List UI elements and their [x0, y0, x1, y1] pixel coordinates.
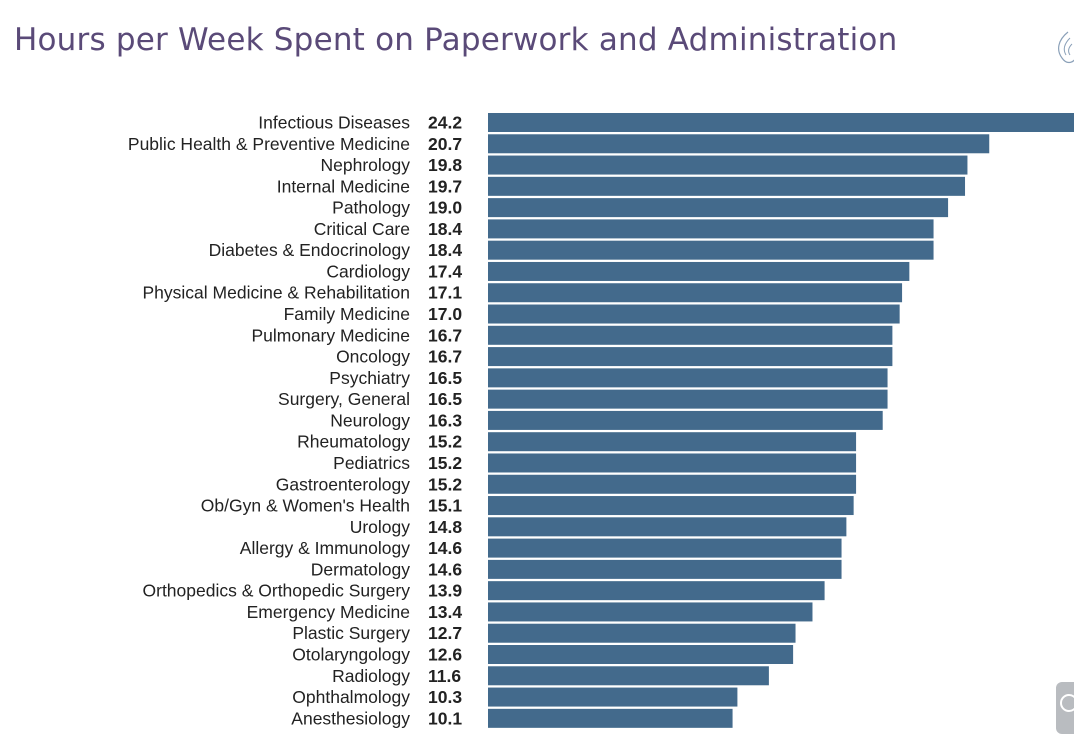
bar	[488, 687, 738, 707]
value-label: 16.7	[428, 325, 462, 345]
bar	[488, 261, 910, 281]
bar	[488, 602, 813, 622]
category-label: Pulmonary Medicine	[251, 325, 410, 345]
value-label: 17.0	[428, 304, 462, 324]
bar	[488, 559, 842, 579]
bar	[488, 198, 949, 218]
category-label: Allergy & Immunology	[240, 538, 410, 558]
bar	[488, 368, 888, 388]
category-label: Rheumatology	[297, 432, 410, 452]
category-label: Orthopedics & Orthopedic Surgery	[143, 581, 411, 601]
value-label: 16.7	[428, 347, 462, 367]
bar	[488, 410, 883, 430]
value-label: 13.4	[428, 602, 462, 622]
category-label: Internal Medicine	[277, 176, 410, 196]
value-label: 12.6	[428, 645, 462, 665]
bar	[488, 283, 903, 303]
value-label: 17.4	[428, 261, 462, 281]
value-labels: 24.220.719.819.719.018.418.417.417.117.0…	[428, 113, 462, 729]
bar	[488, 474, 857, 494]
category-label: Physical Medicine & Rehabilitation	[143, 283, 411, 303]
corner-button[interactable]	[1056, 682, 1074, 734]
category-label: Cardiology	[326, 261, 410, 281]
category-label: Gastroenterology	[276, 474, 410, 494]
category-label: Dermatology	[311, 559, 410, 579]
bar	[488, 432, 857, 452]
value-label: 15.1	[428, 496, 462, 516]
bar	[488, 645, 794, 664]
value-label: 10.1	[428, 708, 462, 728]
bar	[488, 219, 934, 239]
value-label: 16.5	[428, 368, 462, 388]
bar	[488, 389, 888, 409]
value-label: 11.6	[428, 666, 461, 686]
bar	[488, 304, 900, 324]
bar	[488, 176, 966, 196]
category-label: Neurology	[330, 410, 410, 430]
value-label: 12.7	[428, 623, 462, 643]
bar	[488, 517, 847, 537]
logo-mark-icon	[1058, 31, 1074, 64]
category-label: Emergency Medicine	[247, 602, 410, 622]
category-label: Plastic Surgery	[292, 623, 410, 643]
chart-title: Hours per Week Spent on Paperwork and Ad…	[14, 22, 898, 58]
bar	[488, 453, 857, 473]
value-label: 14.8	[428, 517, 462, 537]
value-label: 10.3	[428, 687, 462, 707]
category-label: Psychiatry	[329, 368, 410, 388]
value-label: 20.7	[428, 134, 462, 154]
category-label: Surgery, General	[278, 389, 410, 409]
category-label: Pathology	[332, 198, 410, 218]
value-label: 14.6	[428, 559, 462, 579]
bar	[488, 113, 1074, 132]
bar	[488, 538, 842, 558]
category-label: Infectious Diseases	[258, 113, 410, 133]
value-label: 19.8	[428, 155, 462, 175]
circle-button-icon	[1060, 694, 1074, 712]
bar	[488, 134, 990, 154]
bar	[488, 708, 733, 728]
category-label: Ob/Gyn & Women's Health	[201, 496, 410, 516]
bar	[488, 496, 854, 516]
bars	[488, 113, 1074, 728]
value-label: 16.5	[428, 389, 462, 409]
category-label: Otolaryngology	[292, 645, 410, 665]
value-label: 19.7	[428, 176, 462, 196]
bar	[488, 581, 825, 601]
category-label: Nephrology	[321, 155, 411, 175]
bar	[488, 240, 934, 260]
value-label: 13.9	[428, 581, 462, 601]
bar	[488, 347, 893, 367]
value-label: 18.4	[428, 219, 462, 239]
value-label: 14.6	[428, 538, 462, 558]
value-label: 24.2	[428, 113, 462, 133]
category-label: Critical Care	[314, 219, 410, 239]
value-label: 15.2	[428, 453, 462, 473]
category-label: Public Health & Preventive Medicine	[128, 134, 410, 154]
category-label: Urology	[350, 517, 411, 537]
bar	[488, 666, 769, 686]
value-label: 15.2	[428, 474, 462, 494]
bar	[488, 155, 968, 175]
category-label: Radiology	[332, 666, 410, 686]
bar	[488, 623, 796, 643]
value-label: 16.3	[428, 410, 462, 430]
category-label: Diabetes & Endocrinology	[209, 240, 411, 260]
category-label: Oncology	[336, 347, 410, 367]
value-label: 15.2	[428, 432, 462, 452]
value-label: 19.0	[428, 198, 462, 218]
bar	[488, 325, 893, 345]
category-label: Anesthesiology	[291, 708, 410, 728]
category-label: Ophthalmology	[292, 687, 410, 707]
value-label: 17.1	[428, 283, 462, 303]
value-label: 18.4	[428, 240, 462, 260]
category-label: Pediatrics	[333, 453, 410, 473]
category-label: Family Medicine	[284, 304, 410, 324]
